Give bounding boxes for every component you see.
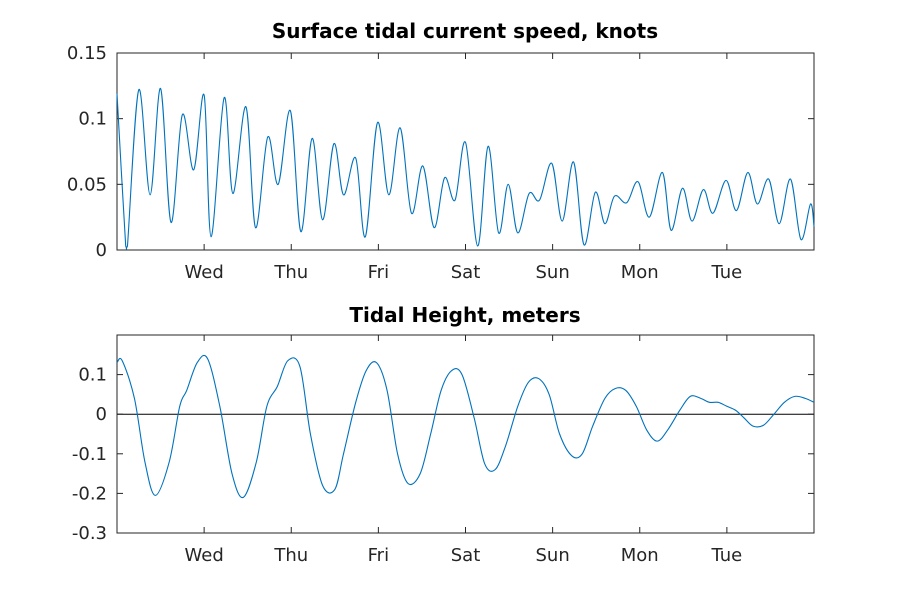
tidal-height-tick-labels: -0.3 -0.2 -0.1 0 0.1 Wed Thu Fri Sat Sun Mon Tue <box>72 365 742 566</box>
current-speed-xtick-label: Thu <box>273 262 308 283</box>
tidal-height-ytick-label: -0.1 <box>72 444 107 465</box>
tidal-height-xtick-label: Wed <box>185 545 224 566</box>
tidal-height-xtick-label: Sun <box>536 545 570 566</box>
current-speed-tick-labels: 0 0.05 0.1 0.15 Wed Thu Fri Sat Sun Mon Tue <box>67 43 742 283</box>
tidal-height-ticks <box>117 335 814 534</box>
current-speed-xtick-label: Mon <box>621 262 659 283</box>
tidal-height-xtick-label: Mon <box>621 545 659 566</box>
tidal-height-xtick-label: Thu <box>273 545 308 566</box>
tidal-height-plot: Tidal Height, meters -0.3 -0.2 -0.1 0 0.1 Wed… <box>72 303 815 566</box>
tidal-height-xtick-label: Sat <box>451 545 481 566</box>
current-speed-ytick-label: 0.05 <box>67 174 107 195</box>
current-speed-xtick-label: Wed <box>185 262 224 283</box>
current-speed-title: Surface tidal current speed, knots <box>272 19 658 43</box>
current-speed-xtick-label: Tue <box>711 262 743 283</box>
tidal-height-ytick-label: 0.1 <box>78 365 107 386</box>
tidal-height-ytick-label: -0.3 <box>72 523 107 544</box>
tidal-height-xtick-label: Tue <box>711 545 743 566</box>
current-speed-xtick-label: Sat <box>451 262 481 283</box>
current-speed-xtick-label: Fri <box>368 262 389 283</box>
current-speed-xtick-label: Sun <box>536 262 570 283</box>
tidal-height-xtick-label: Fri <box>368 545 389 566</box>
tidal-height-title: Tidal Height, meters <box>349 303 580 327</box>
current-speed-axes <box>116 52 815 251</box>
current-speed-ytick-label: 0.15 <box>67 43 107 64</box>
tidal-height-series-line <box>116 354 815 499</box>
tidal-height-axes <box>116 334 815 534</box>
current-speed-ticks <box>117 52 814 251</box>
tidal-height-ytick-label: -0.2 <box>72 483 107 504</box>
current-speed-ytick-label: 0.1 <box>78 109 107 130</box>
current-speed-ytick-label: 0 <box>96 240 107 261</box>
current-speed-series-line <box>116 87 815 250</box>
current-speed-plot: Surface tidal current speed, knots 0 0.05… <box>67 19 815 283</box>
tidal-height-ytick-label: 0 <box>96 404 107 425</box>
